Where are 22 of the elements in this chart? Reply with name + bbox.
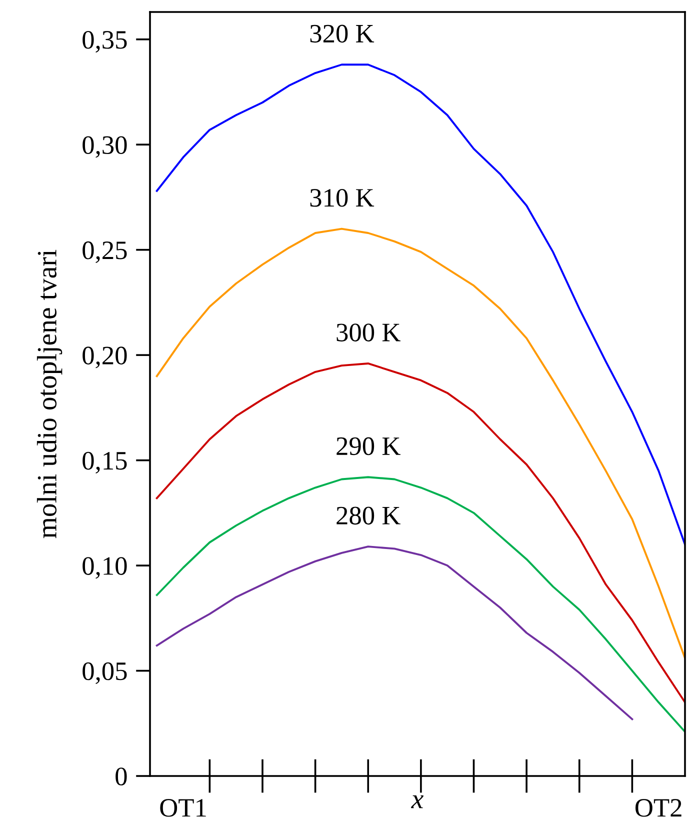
y-tick-label: 0,35 [82,30,127,53]
x-tick-label: OT1 [160,799,206,817]
y-tick-label: 0,10 [82,557,127,579]
line-series [156,476,685,733]
y-tick-label: 0,05 [82,662,127,684]
line-series [156,228,685,660]
x-tick-label: OT2 [635,799,682,817]
y-tick-label: 0,20 [82,346,127,368]
y-tick-label: 0 [116,768,127,786]
x-axis-title: x [410,795,424,808]
series-label: 280 K [336,506,400,525]
series-label: 320 K [310,24,374,43]
y-tick-label: 0,25 [82,241,127,264]
y-tick-label: 0,15 [82,452,127,474]
series-label: 310 K [310,188,374,207]
line-series [156,64,685,546]
y-axis-title: molni udio otopljene tvari [36,250,62,538]
line-series [156,362,685,704]
y-tick-label: 0,30 [82,136,127,158]
series-label: 300 K [336,324,400,342]
series-label: 290 K [336,437,400,456]
line-series [156,546,634,720]
